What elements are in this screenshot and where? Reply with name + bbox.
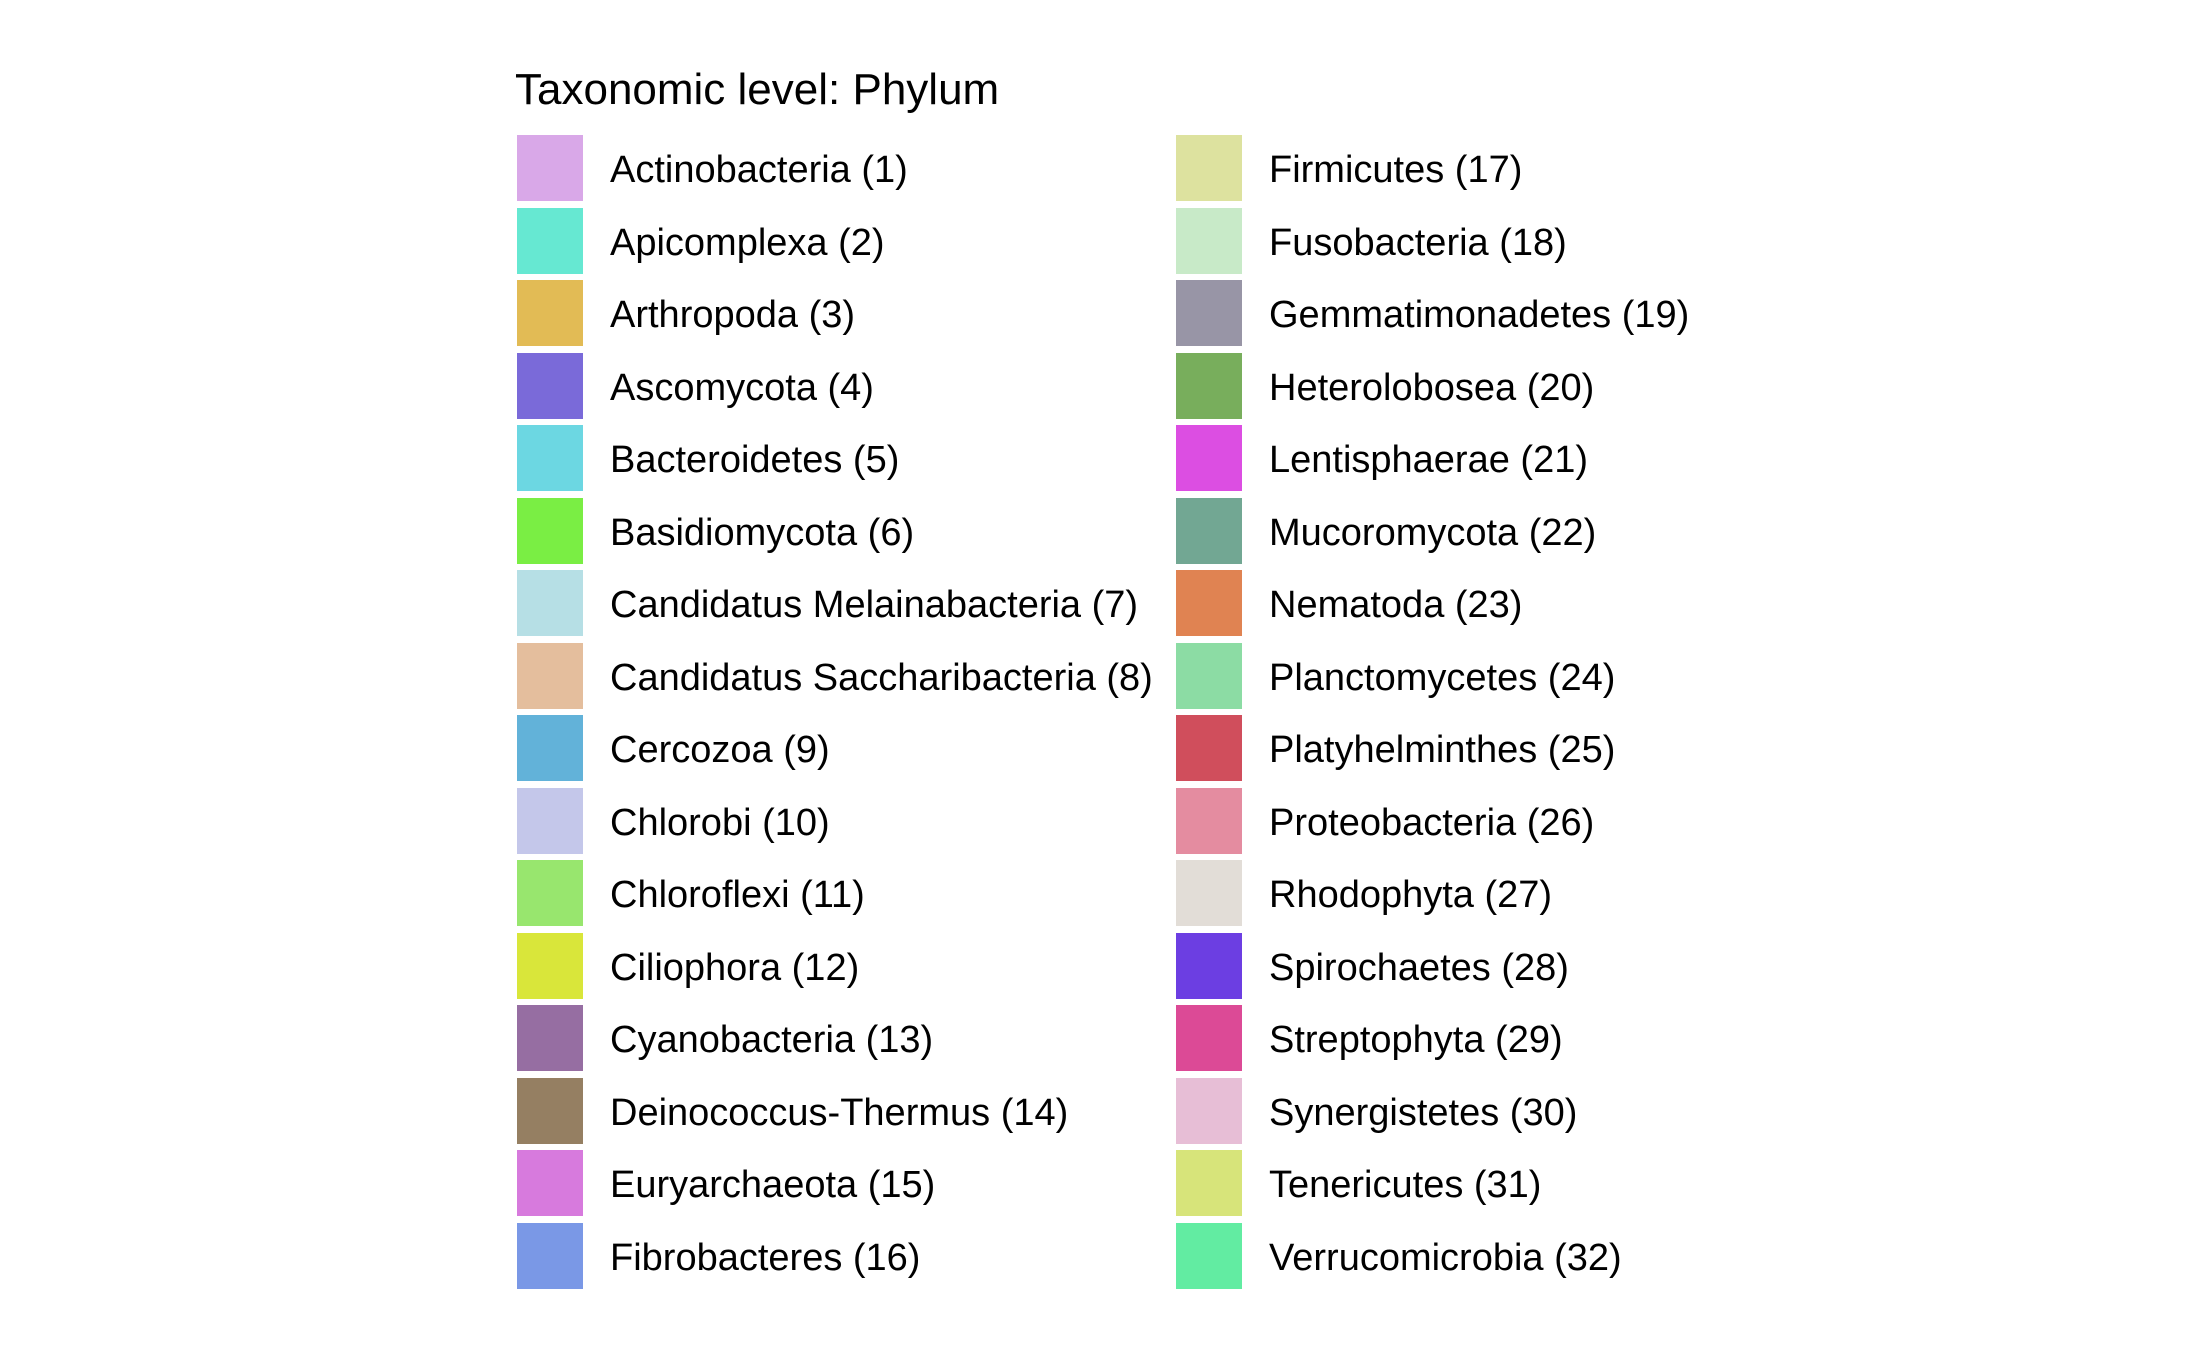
legend-label: Arthropoda (3) xyxy=(610,294,856,336)
legend-label: Basidiomycota (6) xyxy=(610,511,915,554)
legend-label: Spirochaetes (28) xyxy=(1269,946,1569,989)
legend-swatch xyxy=(517,1077,583,1144)
legend-swatch xyxy=(1176,207,1242,274)
legend-label: Fusobacteria (18) xyxy=(1269,221,1567,264)
legend-swatch xyxy=(517,207,583,274)
legend-label: Rhodophyta (27) xyxy=(1269,874,1553,916)
legend-label: Synergistetes (30) xyxy=(1269,1091,1578,1134)
legend-swatch xyxy=(517,787,583,854)
legend-swatch xyxy=(517,1150,583,1216)
legend-swatch xyxy=(1176,570,1242,636)
legend-label: Nematoda (23) xyxy=(1269,584,1523,626)
legend-swatch xyxy=(1176,860,1242,926)
legend-swatch xyxy=(1176,787,1242,854)
legend-label: Candidatus Saccharibacteria (8) xyxy=(610,656,1153,699)
legend-swatch xyxy=(1176,280,1242,346)
legend-label: Chloroflexi (11) xyxy=(610,874,865,916)
legend-label: Actinobacteria (1) xyxy=(610,149,908,191)
legend-swatch xyxy=(1176,135,1242,201)
legend-swatch xyxy=(1176,1150,1242,1216)
legend-swatch xyxy=(517,932,583,999)
legend-label: Verrucomicrobia (32) xyxy=(1269,1236,1622,1279)
legend-swatch xyxy=(1176,1222,1242,1289)
legend-label: Cyanobacteria (13) xyxy=(610,1019,934,1061)
legend-label: Mucoromycota (22) xyxy=(1269,511,1597,554)
legend-swatch xyxy=(1176,425,1242,491)
legend-label: Proteobacteria (26) xyxy=(1269,801,1595,844)
legend-label: Planctomycetes (24) xyxy=(1269,656,1616,699)
legend-swatch xyxy=(517,280,583,346)
legend-label: Tenericutes (31) xyxy=(1269,1164,1542,1206)
legend-label: Candidatus Melainabacteria (7) xyxy=(610,584,1139,626)
legend-swatch xyxy=(517,352,583,419)
legend-swatch xyxy=(517,425,583,491)
legend-label: Euryarchaeota (15) xyxy=(610,1164,936,1206)
legend-swatch xyxy=(517,497,583,564)
legend-swatch xyxy=(517,135,583,201)
legend-label: Ascomycota (4) xyxy=(610,366,874,409)
legend-swatch xyxy=(517,1005,583,1071)
legend-label: Fibrobacteres (16) xyxy=(610,1236,921,1279)
legend-swatch xyxy=(1176,497,1242,564)
legend-label: Apicomplexa (2) xyxy=(610,221,885,264)
legend-swatch xyxy=(1176,932,1242,999)
legend-swatch xyxy=(517,642,583,709)
legend-label: Heterolobosea (20) xyxy=(1269,366,1595,409)
legend-label: Platyhelminthes (25) xyxy=(1269,729,1616,771)
legend-label: Deinococcus-Thermus (14) xyxy=(610,1091,1069,1134)
legend-label: Firmicutes (17) xyxy=(1269,149,1523,191)
legend-label: Lentisphaerae (21) xyxy=(1269,439,1588,481)
legend-swatch xyxy=(1176,1005,1242,1071)
legend-label: Ciliophora (12) xyxy=(610,946,860,989)
legend-swatch xyxy=(1176,1077,1242,1144)
legend-swatch xyxy=(517,1222,583,1289)
legend-title: Taxonomic level: Phylum xyxy=(515,65,1000,114)
legend-swatch xyxy=(517,570,583,636)
legend-label: Bacteroidetes (5) xyxy=(610,439,900,481)
legend-swatch xyxy=(517,715,583,781)
legend-label: Cercozoa (9) xyxy=(610,729,830,771)
legend-label: Gemmatimonadetes (19) xyxy=(1269,294,1690,336)
legend-label: Streptophyta (29) xyxy=(1269,1019,1563,1061)
legend-label: Chlorobi (10) xyxy=(610,801,830,844)
legend-swatch xyxy=(1176,352,1242,419)
legend-swatch xyxy=(1176,715,1242,781)
legend-swatch xyxy=(517,860,583,926)
legend-swatch xyxy=(1176,642,1242,709)
